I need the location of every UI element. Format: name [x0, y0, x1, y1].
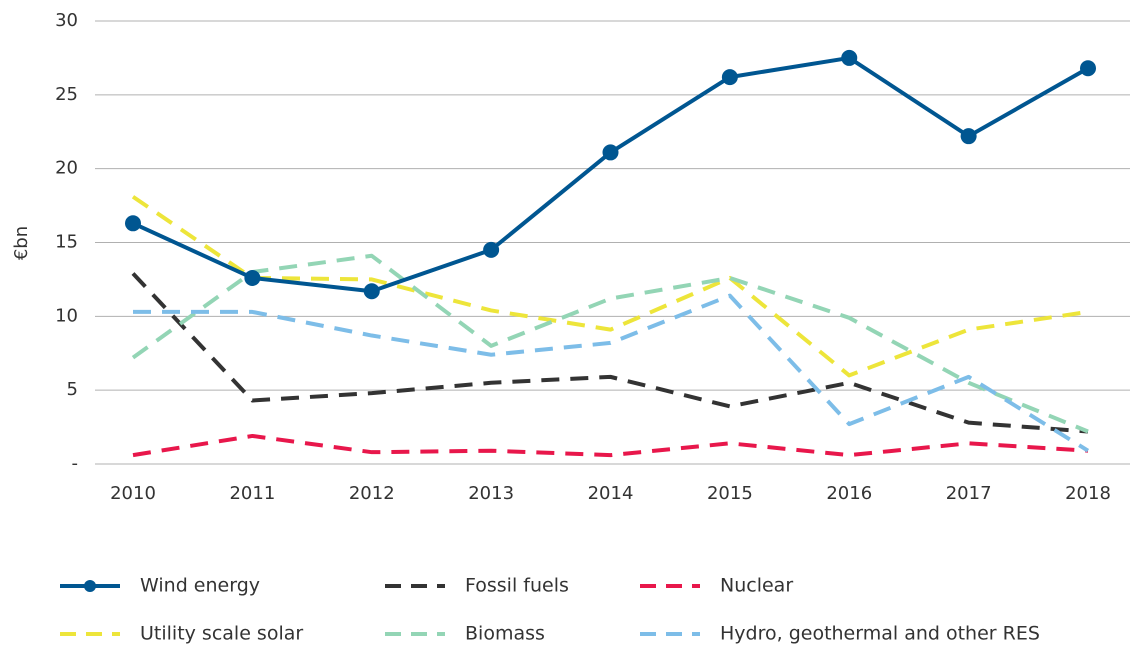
- point: [363, 283, 380, 300]
- legend-marker: [84, 580, 96, 592]
- x-tick-label: 2012: [349, 483, 395, 504]
- x-tick-label: 2015: [707, 483, 753, 504]
- point: [483, 241, 500, 258]
- series-line: [132, 55, 1089, 294]
- legend-label: Utility scale solar: [140, 623, 303, 645]
- x-tick-label: 2014: [588, 483, 634, 504]
- series-line: [131, 272, 1089, 434]
- point: [244, 269, 261, 286]
- x-tick-label: 2017: [946, 483, 992, 504]
- y-tick-label: 30: [55, 10, 78, 31]
- y-tick-label: 15: [55, 232, 78, 253]
- y-tick-label: 20: [55, 158, 78, 179]
- y-tick-label: 25: [55, 84, 78, 105]
- point: [721, 69, 738, 86]
- point: [841, 49, 858, 66]
- series-line: [133, 293, 1090, 453]
- y-tick-label: -: [72, 453, 79, 474]
- legend-label: Nuclear: [720, 575, 793, 597]
- x-tick-label: 2010: [110, 483, 156, 504]
- x-tick-label: 2013: [468, 483, 514, 504]
- legend-label: Fossil fuels: [465, 575, 569, 597]
- y-tick-label: 5: [67, 379, 78, 400]
- legend-label: Hydro, geothermal and other RES: [720, 623, 1040, 645]
- point: [960, 128, 977, 145]
- point: [125, 215, 141, 232]
- series-line: [131, 195, 1089, 378]
- legend-label: Biomass: [465, 623, 545, 645]
- series-line: [132, 433, 1089, 458]
- point: [602, 144, 619, 161]
- point: [1080, 60, 1096, 77]
- y-axis-label: €bn: [11, 226, 32, 260]
- x-tick-label: 2011: [229, 483, 275, 504]
- x-tick-label: 2018: [1065, 483, 1111, 504]
- series-line: [131, 253, 1089, 434]
- x-tick-label: 2016: [826, 483, 872, 504]
- y-tick-label: 10: [55, 305, 78, 326]
- legend-label: Wind energy: [140, 575, 260, 597]
